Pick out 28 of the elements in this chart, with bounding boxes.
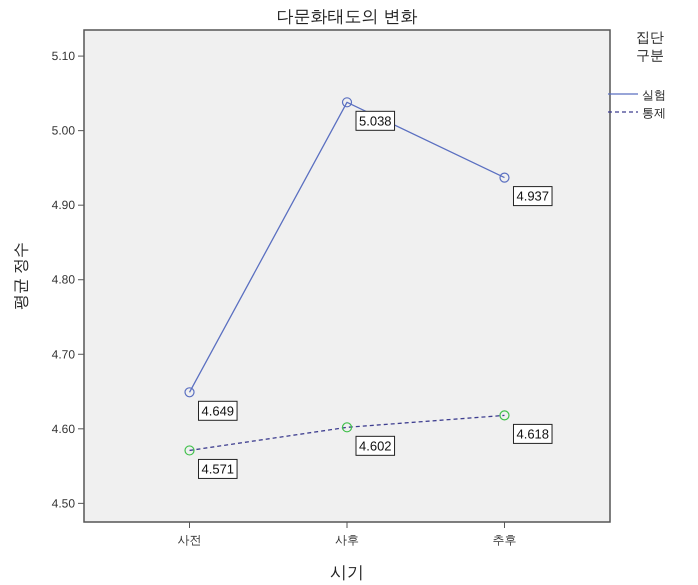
y-tick-label: 5.10 — [52, 49, 76, 64]
point — [184, 387, 195, 398]
x-axis-title: 시기 — [330, 563, 364, 582]
y-tick-label: 4.80 — [52, 272, 76, 287]
legend-label: 실험 — [642, 88, 666, 102]
x-tick-label: 추후 — [492, 533, 516, 547]
data-label: 4.571 — [202, 461, 234, 476]
data-label: 5.038 — [359, 113, 392, 128]
legend-title: 집단 구분 — [636, 29, 664, 63]
y-tick-label: 5.00 — [52, 124, 76, 138]
data-label: 4.618 — [516, 426, 550, 442]
y-axis-title: 평균 정수 — [13, 242, 30, 310]
point — [342, 97, 352, 108]
point — [499, 172, 510, 183]
point — [184, 445, 195, 456]
y-tick-label: 4.90 — [52, 198, 76, 212]
y-tick-label: 4.70 — [52, 347, 76, 362]
chart-title: 다문화태도의 변화 — [276, 7, 418, 26]
point — [342, 422, 352, 432]
data-label: 4.649 — [202, 403, 234, 418]
y-tick-label: 4.50 — [52, 496, 76, 510]
data-label: 4.602 — [359, 438, 392, 454]
point — [499, 410, 510, 420]
data-label: 4.937 — [516, 188, 550, 204]
y-tick-label: 4.60 — [52, 422, 76, 436]
legend-label: 통제 — [642, 106, 666, 120]
x-tick-label: 사전 — [178, 533, 202, 547]
x-tick-label: 사후 — [335, 533, 359, 547]
